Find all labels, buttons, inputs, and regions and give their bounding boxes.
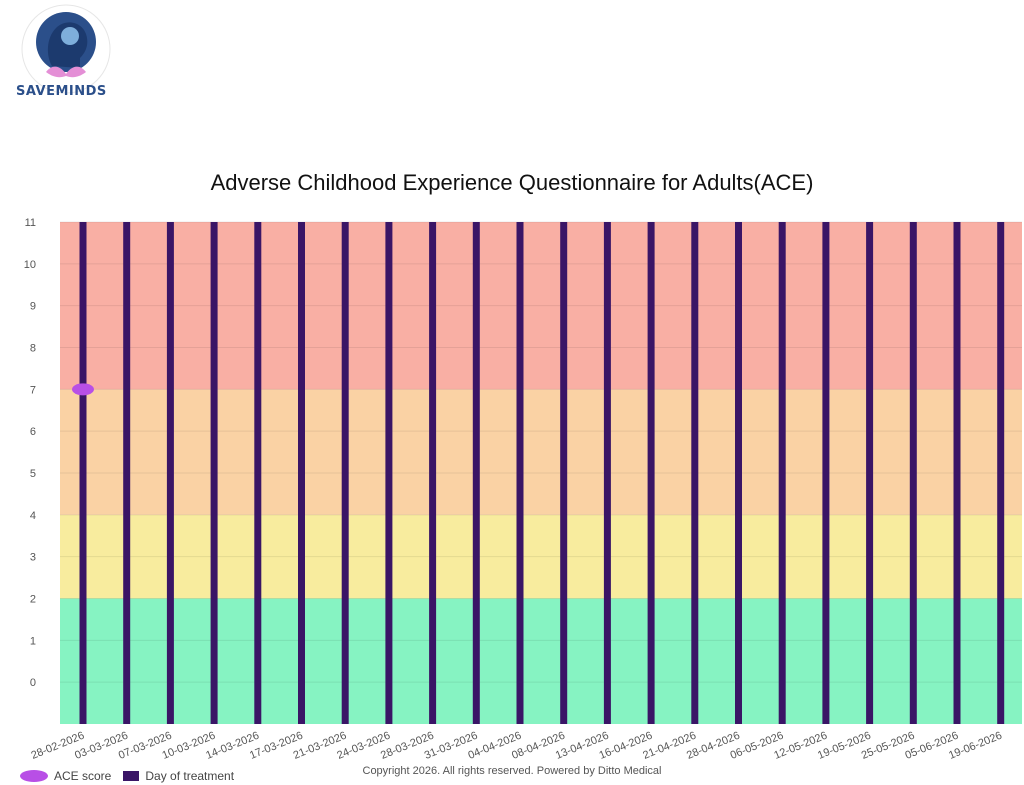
y-tick-label-6: 6: [30, 426, 36, 438]
chart-legend: ACE score Day of treatment: [20, 768, 246, 784]
treatment-bar-16-04-2026: [647, 222, 655, 724]
treatment-bar-03-03-2026: [123, 222, 131, 724]
legend-item-day-of-treatment[interactable]: Day of treatment: [123, 769, 234, 783]
legend-label-day-of-treatment: Day of treatment: [145, 769, 235, 783]
treatment-bar-19-05-2026: [866, 222, 874, 724]
ace-score-point-28-02-2026: [72, 383, 94, 396]
treatment-bar-21-04-2026: [691, 222, 699, 724]
treatment-bar-07-03-2026: [166, 222, 174, 724]
legend-label-ace-score: ACE score: [54, 769, 112, 783]
treatment-bar-13-04-2026: [603, 222, 611, 724]
treatment-bar-28-04-2026: [735, 222, 742, 724]
band-2: [60, 389, 1022, 515]
y-tick-label-2: 2: [30, 594, 36, 606]
treatment-bar-31-03-2026: [472, 222, 480, 724]
y-tick-label-10: 10: [24, 259, 36, 271]
treatment-bar-12-05-2026: [822, 222, 830, 724]
treatment-bar-06-05-2026: [778, 222, 786, 724]
chart-title: Adverse Childhood Experience Questionnai…: [210, 170, 814, 195]
chart-area: 0123456789101128-02-202603-03-202607-03-…: [24, 217, 1022, 762]
band-1: [60, 514, 1022, 599]
y-tick-label-0: 0: [30, 677, 36, 689]
y-tick-label-1: 1: [30, 635, 36, 647]
day-of-treatment-swatch: [123, 771, 140, 781]
head-with-brain-and-lotus-logo: [21, 4, 111, 94]
y-tick-label-3: 3: [30, 552, 36, 564]
band-3: [60, 222, 1022, 390]
treatment-bar-24-03-2026: [385, 222, 393, 724]
treatment-bar-14-03-2026: [254, 222, 262, 724]
ace-score-swatch: [20, 770, 48, 782]
y-tick-label-4: 4: [30, 510, 36, 522]
logo-text: SAVEMINDS: [16, 84, 107, 99]
treatment-bar-04-04-2026: [516, 222, 524, 724]
y-tick-label-9: 9: [30, 301, 36, 313]
y-tick-label-8: 8: [30, 343, 36, 355]
treatment-bar-10-03-2026: [210, 222, 218, 724]
y-tick-label-7: 7: [30, 384, 36, 396]
legend-item-ace-score[interactable]: ACE score: [20, 769, 111, 783]
treatment-bar-21-03-2026: [341, 222, 349, 724]
treatment-bar-17-03-2026: [298, 222, 305, 724]
treatment-bar-19-06-2026: [997, 222, 1005, 724]
treatment-bar-05-06-2026: [953, 222, 961, 724]
treatment-bar-28-03-2026: [429, 222, 437, 724]
y-tick-label-5: 5: [30, 468, 36, 480]
treatment-bar-08-04-2026: [560, 222, 568, 724]
footer-copyright: Copyright 2026. All rights reserved. Pow…: [362, 765, 662, 777]
treatment-bar-28-02-2026: [79, 222, 87, 724]
y-tick-label-11: 11: [25, 217, 36, 229]
band-0: [60, 598, 1022, 724]
saveminds-logo: [16, 4, 116, 112]
treatment-bar-25-05-2026: [909, 222, 917, 724]
